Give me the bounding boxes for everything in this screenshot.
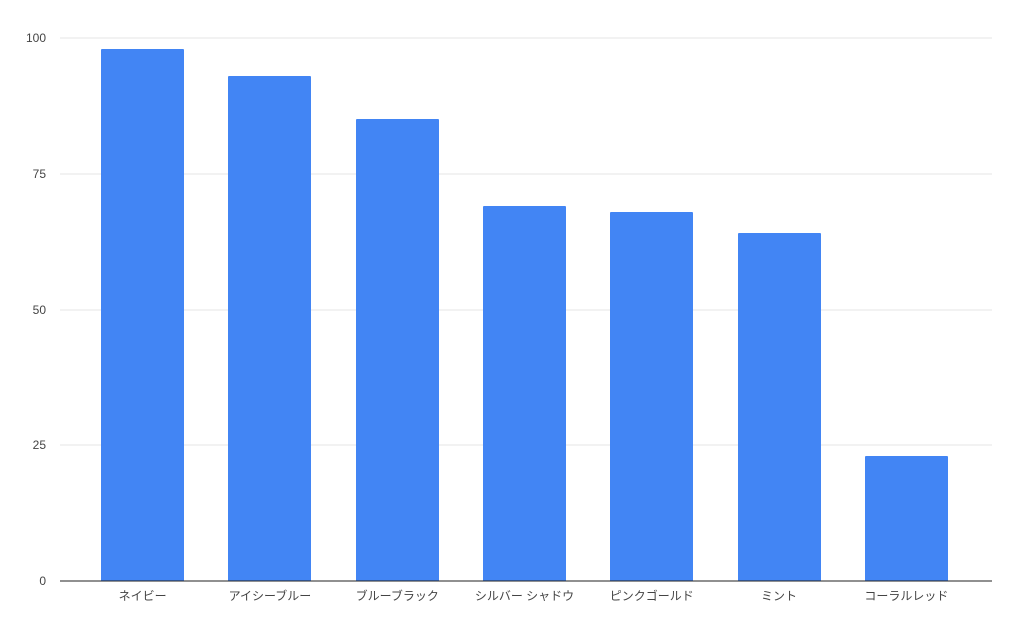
bar-4 [482,206,566,581]
bars-container: ネイビー アイシーブルー ブルーブラック シルバー シャドウ ピンクゴールド ミント コーラ… [79,38,970,603]
gridline [60,173,992,175]
bar-slot: コーラルレッド [843,38,970,603]
bar-5 [610,211,694,581]
y-axis-tick-label: 100 [25,31,46,45]
gridline [60,37,992,39]
bar-slot: アイシーブルー [206,38,333,603]
bar-7 [864,456,948,581]
x-axis-label: ミント [761,589,798,603]
bar-slot: ミント [715,38,842,603]
bar-1 [101,48,185,581]
bar-slot: ピンクゴールド [588,38,715,603]
y-axis-tick-label: 50 [32,302,46,317]
x-axis-label: シルバー シャドウ [474,589,575,603]
x-axis-label: アイシーブルー [228,589,312,603]
plot-area: ネイビー アイシーブルー ブルーブラック シルバー シャドウ ピンクゴールド ミント コーラ… [26,31,992,603]
bar-slot: ブルーブラック [334,38,461,603]
bar-6 [737,233,821,581]
y-axis-tick-label: 0 [39,574,46,588]
x-axis-label: コーラルレッド [864,589,949,603]
bar-2 [228,76,312,581]
x-axis-label: ブルーブラック [355,589,439,603]
bar-slot: ネイビー [79,38,206,603]
x-axis-label: ネイビー [118,589,167,603]
y-axis-tick-label: 25 [32,438,46,453]
bar-slot: シルバー シャドウ [461,38,588,603]
bar-3 [355,119,439,581]
x-axis-label: ピンクゴールド [609,589,694,603]
x-axis-line [60,580,992,582]
y-axis-tick-label: 75 [32,166,46,181]
